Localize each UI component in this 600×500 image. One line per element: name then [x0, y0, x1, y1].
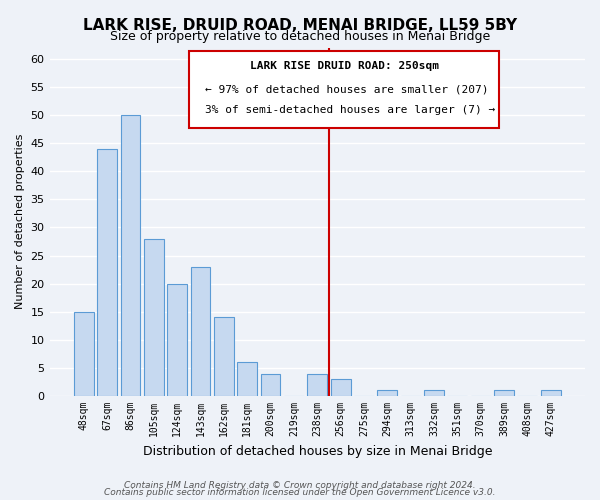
FancyBboxPatch shape [189, 51, 499, 128]
Bar [424, 390, 444, 396]
Y-axis label: Number of detached properties: Number of detached properties [15, 134, 25, 310]
Bar [97, 148, 117, 396]
Text: 3% of semi-detached houses are larger (7) →: 3% of semi-detached houses are larger (7… [205, 105, 495, 115]
Bar [74, 312, 94, 396]
Bar [238, 362, 257, 396]
Bar [191, 267, 211, 396]
Bar [144, 238, 164, 396]
Bar [377, 390, 397, 396]
X-axis label: Distribution of detached houses by size in Menai Bridge: Distribution of detached houses by size … [143, 444, 492, 458]
Bar [260, 374, 280, 396]
Text: Contains HM Land Registry data © Crown copyright and database right 2024.: Contains HM Land Registry data © Crown c… [124, 480, 476, 490]
Text: LARK RISE, DRUID ROAD, MENAI BRIDGE, LL59 5BY: LARK RISE, DRUID ROAD, MENAI BRIDGE, LL5… [83, 18, 517, 32]
Text: Size of property relative to detached houses in Menai Bridge: Size of property relative to detached ho… [110, 30, 490, 43]
Bar [167, 284, 187, 396]
Bar [214, 318, 234, 396]
Bar [121, 115, 140, 396]
Text: LARK RISE DRUID ROAD: 250sqm: LARK RISE DRUID ROAD: 250sqm [250, 62, 439, 72]
Bar [494, 390, 514, 396]
Text: ← 97% of detached houses are smaller (207): ← 97% of detached houses are smaller (20… [205, 84, 488, 94]
Bar [307, 374, 327, 396]
Bar [541, 390, 560, 396]
Bar [331, 379, 350, 396]
Text: Contains public sector information licensed under the Open Government Licence v3: Contains public sector information licen… [104, 488, 496, 497]
